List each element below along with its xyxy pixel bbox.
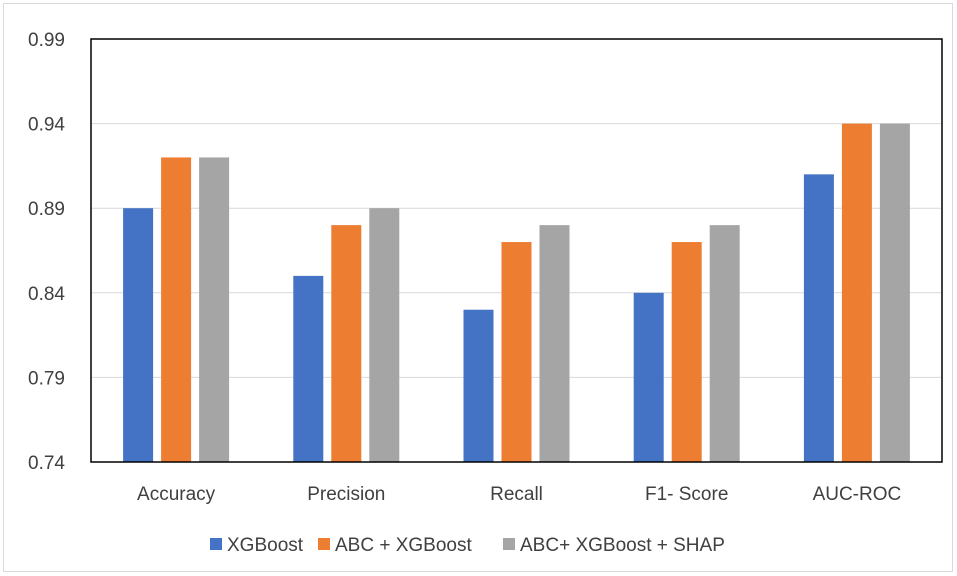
bar-1-4	[633, 292, 664, 462]
bar-3-4	[709, 225, 740, 462]
x-tick-label: AUC-ROC	[813, 484, 902, 505]
y-tick-label: 0.79	[28, 368, 65, 389]
bar-1-1	[123, 208, 154, 462]
bar-3-3	[539, 225, 570, 462]
y-tick-label: 0.89	[28, 199, 65, 220]
bar-2-3	[501, 242, 532, 462]
legend-label: ABC + XGBoost	[335, 535, 472, 556]
bar-1-5	[803, 174, 834, 463]
legend-label: ABC+ XGBoost + SHAP	[520, 535, 725, 556]
bar-2-1	[161, 157, 192, 462]
x-tick-label: Accuracy	[137, 484, 216, 505]
bar-3-5	[879, 123, 910, 462]
y-tick-label: 0.74	[28, 453, 65, 474]
bar-1-3	[463, 309, 494, 462]
x-tick-label: Recall	[490, 484, 543, 505]
bar-3-2	[369, 208, 400, 462]
bar-1-2	[293, 275, 324, 462]
bar-2-4	[671, 242, 702, 462]
bar-2-5	[841, 123, 872, 462]
legend-label: XGBoost	[227, 535, 304, 556]
legend-swatch	[210, 538, 222, 550]
y-tick-label: 0.84	[28, 284, 65, 305]
bar-3-1	[199, 157, 230, 462]
legend-swatch	[503, 538, 515, 550]
y-tick-label: 0.94	[28, 115, 65, 136]
y-tick-label: 0.99	[28, 30, 65, 51]
legend-swatch	[318, 538, 330, 550]
x-tick-label: F1- Score	[645, 484, 728, 505]
x-tick-label: Precision	[307, 484, 385, 505]
bars	[123, 123, 910, 463]
plot-area-border	[90, 38, 943, 463]
x-axis-ticks: Accuracy Precision Recall F1- Score AUC-ROC	[137, 484, 901, 505]
y-axis-ticks: 0.74 0.79 0.84 0.89 0.94 0.99	[28, 30, 65, 474]
legend: XGBoost ABC + XGBoost ABC+ XGBoost + SHAP	[210, 535, 725, 556]
bar-2-2	[331, 225, 362, 462]
